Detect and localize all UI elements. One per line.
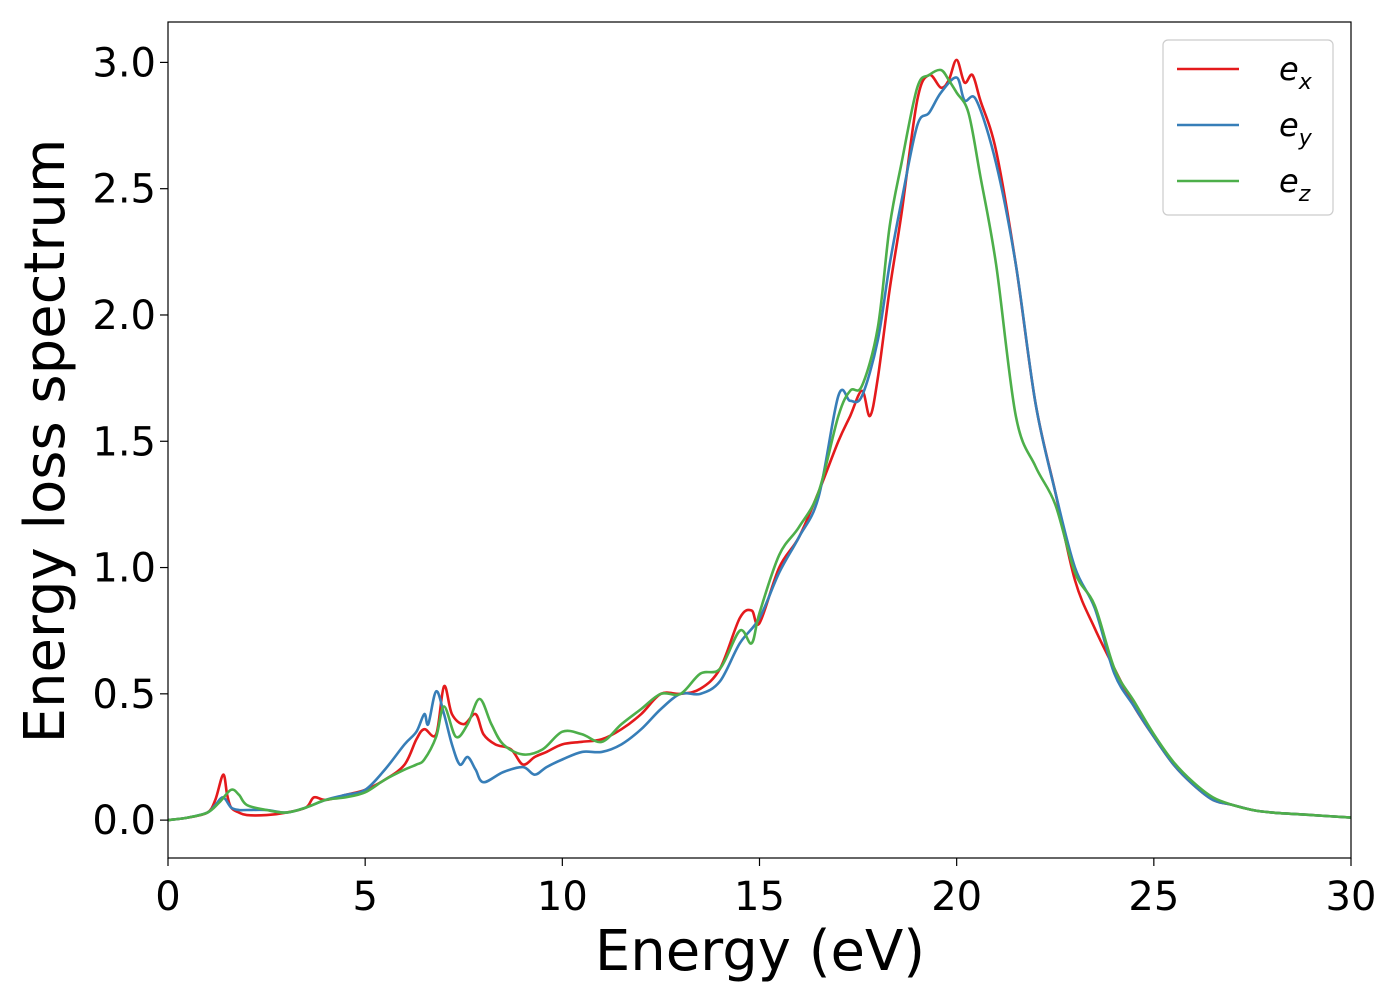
y-tick-label: 1.5 <box>92 419 156 465</box>
x-tick-label: 10 <box>537 874 588 920</box>
y-tick-label: 2.0 <box>92 293 156 339</box>
x-tick-label: 15 <box>734 874 785 920</box>
series-line-e-z <box>168 68 1351 822</box>
plot-area <box>168 58 1351 822</box>
legend-label-e-x: ex <box>1279 50 1313 95</box>
legend-label-e-z: ez <box>1279 162 1311 207</box>
legend-label-e-y: ey <box>1279 106 1313 151</box>
x-axis-label: Energy (eV) <box>595 919 925 984</box>
legend-box <box>1162 39 1334 216</box>
axes: 0 5 10 15 20 25 30 0.0 0.5 1.0 1.5 2.0 2.5 3.0 <box>92 21 1377 920</box>
x-tick-label: 20 <box>931 874 982 920</box>
y-tick-label: 0.5 <box>92 672 156 718</box>
y-axis-label: Energy loss spectrum <box>13 139 78 744</box>
y-tick-label: 3.0 <box>92 40 156 86</box>
x-tick-label: 5 <box>352 874 377 920</box>
series-lines <box>168 58 1351 822</box>
x-tick-label: 25 <box>1128 874 1179 920</box>
y-tick-label: 0.0 <box>92 798 156 844</box>
y-tick-label: 1.0 <box>92 546 156 592</box>
x-tick-label: 0 <box>155 874 180 920</box>
y-tick-label: 2.5 <box>92 167 156 213</box>
legend: ex ey ez <box>1162 39 1334 216</box>
x-tick-label: 30 <box>1326 874 1377 920</box>
series-line-e-y <box>168 76 1351 822</box>
